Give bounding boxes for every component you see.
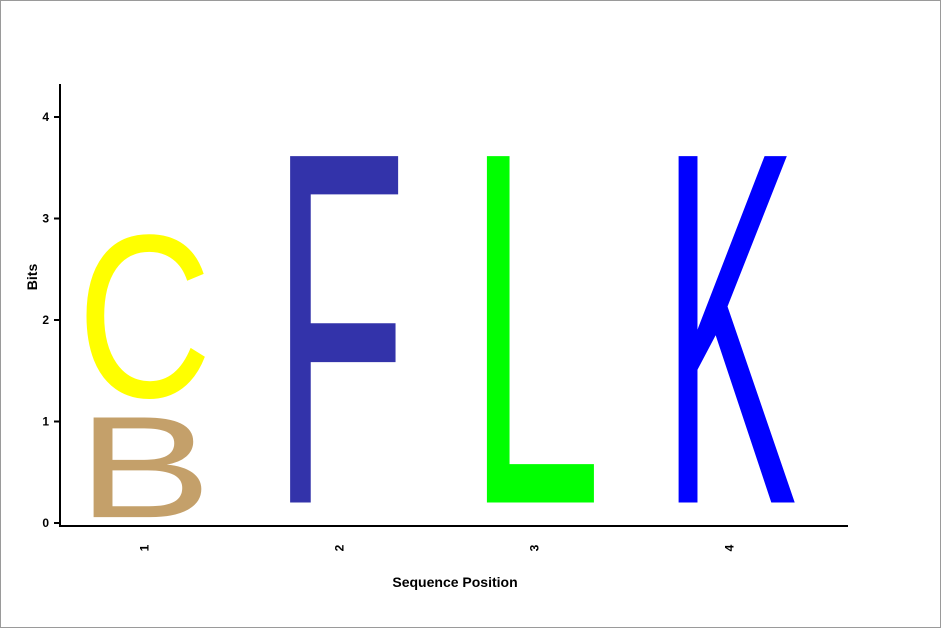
x-tick-label: 1 — [138, 544, 152, 551]
logo-letter-l: L — [467, 46, 602, 609]
y-tick-label: 2 — [42, 313, 49, 327]
logo-letter-f: F — [272, 48, 407, 610]
logo-letter-c: C — [77, 186, 212, 446]
y-tick-label: 4 — [42, 110, 49, 124]
logo-letter-k: K — [662, 48, 797, 610]
x-tick-label: 4 — [723, 544, 737, 551]
y-tick-label: 3 — [42, 212, 49, 226]
x-tick-label: 2 — [333, 544, 347, 551]
y-tick-label: 0 — [42, 516, 49, 530]
x-axis-title: Sequence Position — [392, 574, 517, 590]
x-tick-label: 3 — [528, 544, 542, 551]
logo-letter-b: B — [77, 387, 212, 548]
y-tick-label: 1 — [42, 415, 49, 429]
y-axis-title: Bits — [24, 264, 40, 291]
